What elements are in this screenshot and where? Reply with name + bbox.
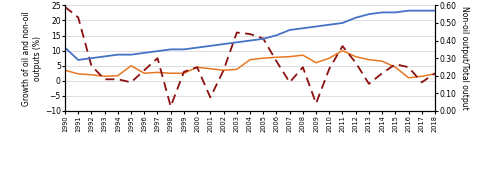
Y-axis label: Growth of oil and non-oil
outputs (%): Growth of oil and non-oil outputs (%)	[22, 11, 42, 106]
Y-axis label: Non-oil output/Total output: Non-oil output/Total output	[460, 6, 469, 110]
